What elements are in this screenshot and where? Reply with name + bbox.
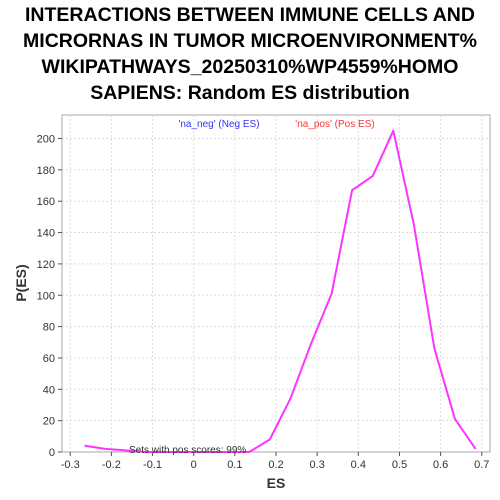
x-tick-label: 0.1 xyxy=(227,459,242,471)
title-line-1: INTERACTIONS BETWEEN IMMUNE CELLS AND xyxy=(25,4,475,26)
grid xyxy=(62,115,490,453)
x-tick-label: -0.2 xyxy=(102,459,121,471)
title-line-2: MICRORNAS IN TUMOR MICROENVIRONMENT% xyxy=(23,30,477,52)
title-line-3: WIKIPATHWAYS_20250310%WP4559%HOMO xyxy=(41,56,459,78)
y-tick-label: 120 xyxy=(37,259,55,271)
title-line-4: SAPIENS: Random ES distribution xyxy=(90,82,410,104)
x-tick-label: -0.3 xyxy=(61,459,80,471)
y-tick-label: 180 xyxy=(37,165,55,177)
y-tick-label: 200 xyxy=(37,134,55,146)
es-distribution-line xyxy=(84,129,477,453)
y-axis-label: P(ES) xyxy=(13,264,29,301)
y-tick-label: 40 xyxy=(43,384,55,396)
y-tick-label: 80 xyxy=(43,322,55,334)
x-axis-label: ES xyxy=(267,475,286,491)
y-tick-label: 20 xyxy=(43,416,55,428)
chart-title: INTERACTIONS BETWEEN IMMUNE CELLS AND MI… xyxy=(0,2,500,106)
legend-neg: 'na_neg' (Neg ES) xyxy=(178,119,259,130)
y-tick-label: 100 xyxy=(37,290,55,302)
legend-pos: 'na_pos' (Pos ES) xyxy=(295,119,374,130)
pos-scores-annotation: Sets with pos scores: 99% xyxy=(129,445,246,456)
y-tick-label: 160 xyxy=(37,196,55,208)
y-tick-label: 0 xyxy=(49,447,55,459)
axis-ticks: -0.3 -0.2 -0.1 0 0.1 0.2 0.3 0.4 0.5 0.6 0.7 0 20 40 6… xyxy=(37,134,490,471)
x-tick-label: 0.4 xyxy=(351,459,366,471)
x-tick-label: 0.5 xyxy=(392,459,407,471)
x-tick-label: 0.3 xyxy=(310,459,325,471)
x-tick-label: 0.2 xyxy=(268,459,283,471)
x-tick-label: 0.7 xyxy=(474,459,489,471)
y-tick-label: 60 xyxy=(43,353,55,365)
x-tick-label: 0 xyxy=(191,459,197,471)
x-tick-label: 0.6 xyxy=(433,459,448,471)
x-tick-label: -0.1 xyxy=(143,459,162,471)
series-layer xyxy=(84,129,477,453)
y-tick-label: 140 xyxy=(37,228,55,240)
